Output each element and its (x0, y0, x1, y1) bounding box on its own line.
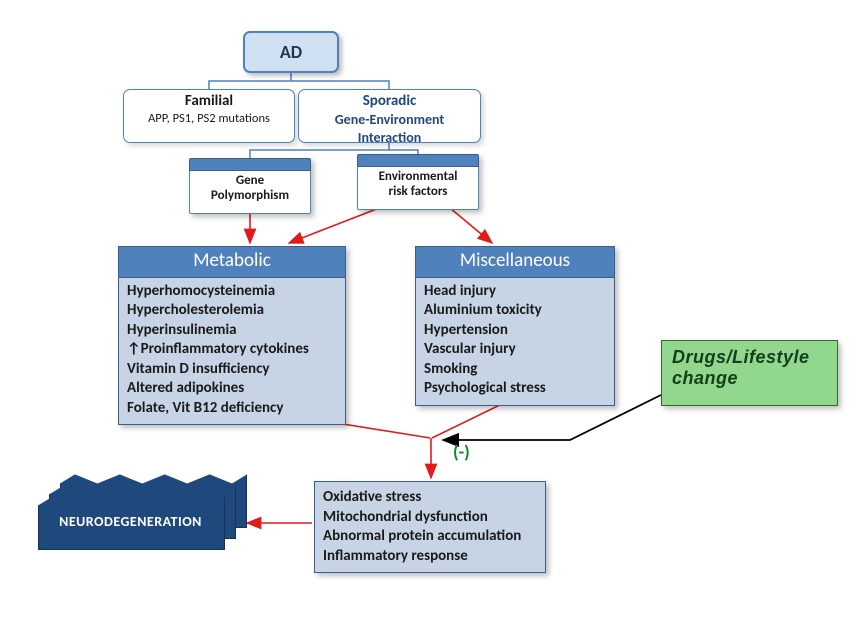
familial-box: Familial APP, PS1, PS2 mutations (123, 89, 295, 143)
metabolic-header: Metabolic (118, 246, 346, 278)
sporadic-l1: Gene-Environment (299, 112, 480, 127)
drugs-l1: Drugs/Lifestyle (672, 347, 810, 367)
gp-l1: Gene (236, 173, 264, 188)
env-risk-factors: Environmental risk factors (357, 154, 479, 210)
gp-l2: Polymorphism (211, 188, 289, 203)
gene-polymorphism: Gene Polymorphism (189, 158, 311, 214)
ad-root: AD (243, 31, 339, 73)
minus-label: (-) (453, 441, 470, 463)
familial-sub: APP, PS1, PS2 mutations (124, 112, 294, 126)
oxidative-box: Oxidative stressMitochondrial dysfunctio… (314, 481, 546, 573)
misc-header: Miscellaneous (415, 246, 615, 278)
neuro-label: NEURODEGENERATION (38, 513, 223, 530)
familial-title: Familial (124, 93, 294, 110)
miscellaneous-panel: Miscellaneous Head injuryAluminium toxic… (415, 246, 615, 406)
metabolic-panel: Metabolic HyperhomocysteinemiaHyperchole… (118, 246, 346, 425)
misc-list: Head injuryAluminium toxicityHypertensio… (415, 278, 615, 406)
sporadic-title: Sporadic (299, 93, 480, 110)
drugs-lifestyle: Drugs/Lifestyle change (661, 340, 838, 406)
drugs-l2: change (672, 368, 738, 388)
sporadic-l2: Interaction (299, 130, 480, 145)
ad-title: AD (280, 42, 302, 63)
metabolic-list: HyperhomocysteinemiaHypercholesterolemia… (118, 278, 346, 426)
sporadic-box: Sporadic Gene-Environment Interaction (298, 89, 481, 143)
erf-l2: risk factors (389, 184, 448, 199)
neurodegeneration: NEURODEGENERATION (38, 471, 238, 556)
erf-l1: Environmental (379, 169, 458, 184)
